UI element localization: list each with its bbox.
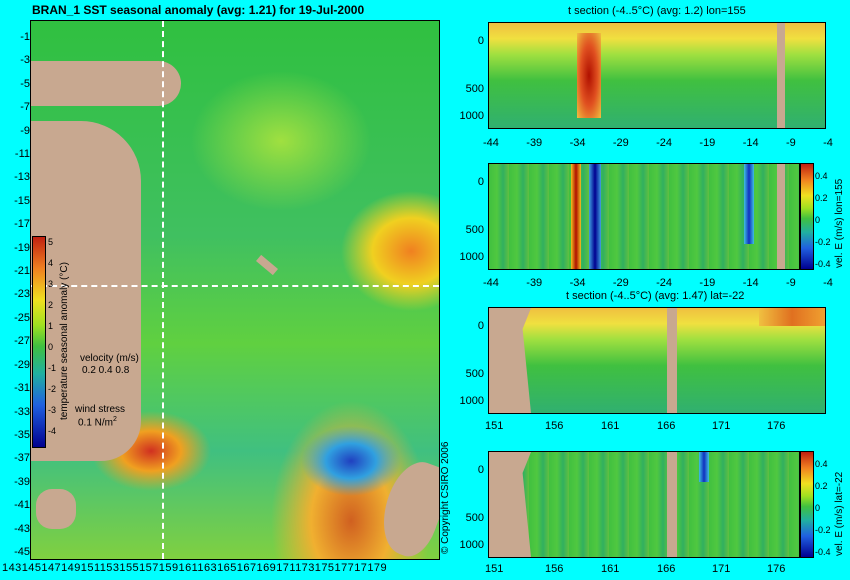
copyright-text: © Copyright CSIRO 2006 (440, 441, 451, 554)
section3-warm-east (759, 308, 825, 326)
section2-cbar-ticks: 0.4 0.2 0 -0.2 -0.4 (815, 171, 831, 269)
tasmania-land (36, 489, 76, 529)
section1-land (777, 23, 785, 128)
section3-land-west (489, 308, 531, 413)
section4-colorbar (800, 451, 814, 558)
section4-y-ticks: 0 500 1000 (459, 464, 484, 551)
section2-y-ticks: 0 500 1000 (459, 176, 484, 263)
map-lat-ticks: -1 -3 -5 -7 -9 -11 -13 -15 -17 -19 -21 -23 -25 -2… (14, 31, 30, 558)
map-colorbar-label: temperature seasonal anomaly (°C) (59, 262, 70, 420)
section1-x-ticks: -44 -39 -34 -29 -24 -19 -14 -9 -4 (483, 137, 833, 149)
section1-plot[interactable] (488, 22, 826, 129)
papua-new-guinea-land (31, 61, 181, 106)
map-colorbar-ticks: 5 4 3 2 1 0 -1 -2 -3 -4 (48, 237, 57, 436)
velocity-legend-values: 0.2 0.4 0.8 (82, 365, 130, 376)
section4-plot[interactable] (488, 451, 800, 558)
section4-cbar-ticks: 0.4 0.2 0 -0.2 -0.4 (815, 459, 831, 557)
section-lon-line (162, 21, 164, 559)
section1-title: t section (-4..5°C) (avg: 1.2) lon=155 (568, 5, 746, 17)
section3-title: t section (-4..5°C) (avg: 1.47) lat=-22 (566, 290, 745, 302)
section2-x-ticks: -44 -39 -34 -29 -24 -19 -14 -9 -4 (483, 277, 833, 289)
wind-legend-value: 0.1 N/m2 (78, 416, 117, 429)
section1-y-ticks: 0 500 1000 (459, 35, 484, 122)
map-lon-ticks: 1431451471491511531551571591611631651671… (2, 562, 388, 574)
section4-land-west (489, 452, 531, 557)
map-title: BRAN_1 SST seasonal anomaly (avg: 1.21) … (32, 3, 365, 17)
section2-strong-west (589, 164, 601, 269)
section2-land (777, 164, 785, 269)
section2-strong-east (571, 164, 581, 269)
section3-y-ticks: 0 500 1000 (459, 320, 484, 407)
section4-side-label: vel. E (m/s) lat=-22 (834, 471, 845, 556)
sst-colorbar (32, 236, 46, 448)
section3-plot[interactable] (488, 307, 826, 414)
section4-land-mid (667, 452, 677, 557)
section3-land-mid (667, 308, 677, 413)
section1-hot-anomaly (577, 33, 601, 118)
velocity-legend-label: velocity (m/s) (80, 353, 139, 364)
new-zealand-land (371, 454, 439, 559)
section2-colorbar (800, 163, 814, 270)
section2-side-label: vel. E (m/s) lon=155 (834, 178, 845, 268)
section2-plot[interactable] (488, 163, 800, 270)
new-caledonia-land (256, 254, 278, 276)
sst-map[interactable] (30, 20, 440, 560)
section2-west-band (744, 164, 754, 244)
section4-west-band (699, 452, 709, 482)
section-lat-line (31, 285, 439, 287)
australia-land (31, 121, 141, 461)
wind-legend-label: wind stress (75, 404, 126, 415)
